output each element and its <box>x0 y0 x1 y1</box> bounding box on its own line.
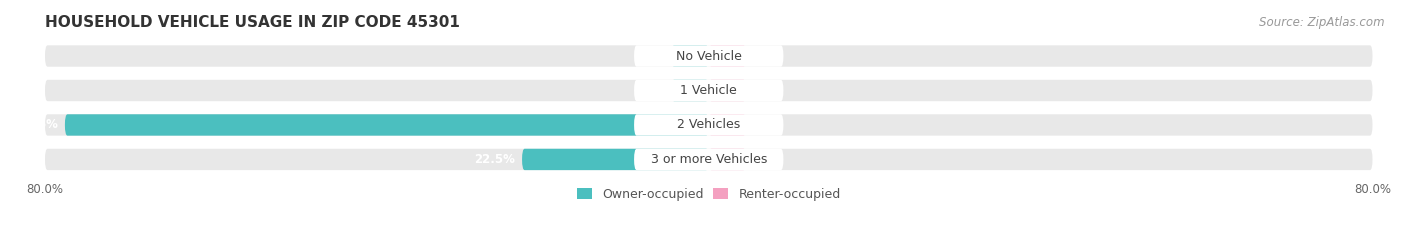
FancyBboxPatch shape <box>634 45 783 67</box>
Text: HOUSEHOLD VEHICLE USAGE IN ZIP CODE 45301: HOUSEHOLD VEHICLE USAGE IN ZIP CODE 4530… <box>45 15 460 30</box>
FancyBboxPatch shape <box>634 114 783 136</box>
FancyBboxPatch shape <box>672 45 709 67</box>
FancyBboxPatch shape <box>45 149 1372 170</box>
FancyBboxPatch shape <box>45 114 1372 136</box>
Text: No Vehicle: No Vehicle <box>676 50 742 62</box>
FancyBboxPatch shape <box>45 45 1372 67</box>
Text: 0.0%: 0.0% <box>752 118 782 131</box>
FancyBboxPatch shape <box>709 149 747 170</box>
FancyBboxPatch shape <box>634 149 783 170</box>
FancyBboxPatch shape <box>709 45 747 67</box>
Legend: Owner-occupied, Renter-occupied: Owner-occupied, Renter-occupied <box>572 183 845 206</box>
FancyBboxPatch shape <box>65 114 709 136</box>
Text: 1 Vehicle: 1 Vehicle <box>681 84 737 97</box>
FancyBboxPatch shape <box>672 80 709 101</box>
FancyBboxPatch shape <box>522 149 709 170</box>
Text: 0.0%: 0.0% <box>752 50 782 62</box>
Text: 77.6%: 77.6% <box>17 118 58 131</box>
Text: 3 or more Vehicles: 3 or more Vehicles <box>651 153 766 166</box>
FancyBboxPatch shape <box>634 80 783 101</box>
FancyBboxPatch shape <box>709 80 747 101</box>
FancyBboxPatch shape <box>709 114 747 136</box>
Text: 2 Vehicles: 2 Vehicles <box>678 118 741 131</box>
FancyBboxPatch shape <box>45 80 1372 101</box>
Text: Source: ZipAtlas.com: Source: ZipAtlas.com <box>1260 16 1385 29</box>
Text: 0.0%: 0.0% <box>752 84 782 97</box>
Text: 0.0%: 0.0% <box>636 50 665 62</box>
Text: 22.5%: 22.5% <box>475 153 516 166</box>
Text: 0.0%: 0.0% <box>752 153 782 166</box>
Text: 0.0%: 0.0% <box>636 84 665 97</box>
